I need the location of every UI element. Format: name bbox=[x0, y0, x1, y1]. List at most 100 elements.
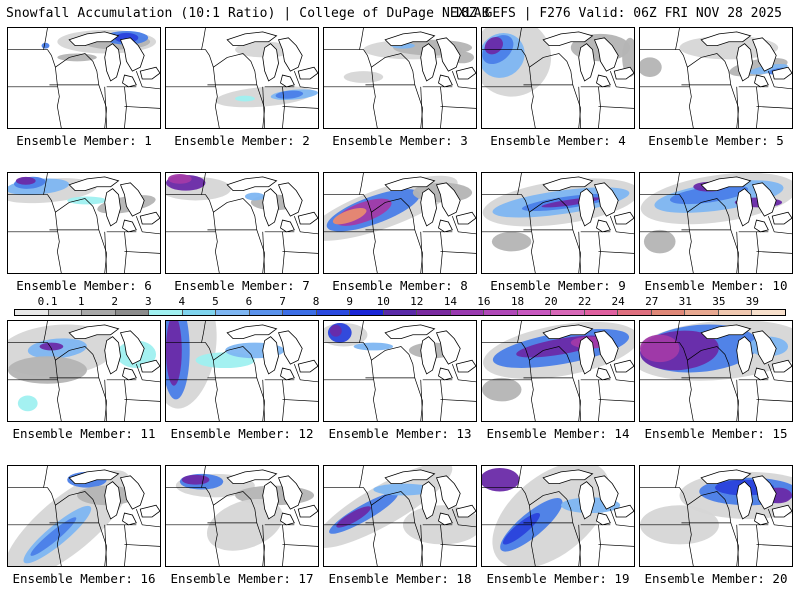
colorbar-swatch bbox=[383, 310, 418, 315]
snowfall-contour bbox=[181, 474, 210, 485]
snowfall-contour bbox=[484, 36, 503, 55]
snowfall-map bbox=[165, 27, 319, 129]
colorbar-swatch bbox=[651, 310, 686, 315]
snowfall-contour bbox=[353, 342, 394, 351]
snowfall-contour bbox=[15, 176, 36, 185]
snowfall-map bbox=[7, 320, 161, 422]
snowfall-map bbox=[481, 27, 635, 129]
snowfall-contour bbox=[343, 71, 384, 83]
colorbar-label: 9 bbox=[346, 295, 353, 308]
colorbar-swatch bbox=[618, 310, 652, 315]
ensemble-member-label: Ensemble Member: 10 bbox=[644, 278, 788, 293]
ensemble-member-label: Ensemble Member: 1 bbox=[16, 133, 152, 148]
colorbar-label: 20 bbox=[544, 295, 558, 308]
snowfall-contour bbox=[336, 506, 371, 528]
snowfall-map bbox=[639, 320, 793, 422]
ensemble-member-label: Ensemble Member: 12 bbox=[170, 426, 314, 441]
snowfall-map bbox=[165, 320, 319, 422]
colorbar-swatch bbox=[283, 310, 317, 315]
colorbar: 0.1 1 2 3 4 5 6 7 8 9 10 12 14 16 18 20 22 24 27 31 35 39 bbox=[14, 295, 786, 316]
snowfall-contour bbox=[206, 498, 283, 551]
snowfall-map bbox=[639, 465, 793, 567]
snowfall-contour bbox=[643, 229, 676, 254]
colorbar-label: 2 bbox=[111, 295, 118, 308]
colorbar-label: 5 bbox=[212, 295, 219, 308]
ensemble-member-label: Ensemble Member: 5 bbox=[648, 133, 784, 148]
ensemble-member-label: Ensemble Member: 15 bbox=[644, 426, 788, 441]
run-info: 18Z GEFS | F276 Valid: 06Z FRI NOV 28 20… bbox=[453, 6, 782, 21]
snowfall-map bbox=[481, 172, 635, 274]
snowfall-contour bbox=[482, 377, 522, 402]
snowfall-contour bbox=[640, 57, 662, 78]
colorbar-swatch bbox=[752, 310, 785, 315]
colorbar-label: 35 bbox=[712, 295, 726, 308]
snowfall-contour bbox=[39, 342, 64, 351]
snowfall-contour bbox=[502, 512, 541, 545]
snowfall-contour bbox=[166, 321, 182, 386]
colorbar-swatch bbox=[82, 310, 116, 315]
colorbar-swatch bbox=[316, 310, 351, 315]
snowfall-contour bbox=[622, 37, 634, 78]
snowfall-map bbox=[7, 27, 161, 129]
colorbar-label: 0.1 bbox=[37, 295, 58, 308]
colorbar-labels: 0.1 1 2 3 4 5 6 7 8 9 10 12 14 16 18 20 22 24 27 31 35 39 bbox=[14, 295, 786, 308]
chart-title: Snowfall Accumulation (10:1 Ratio) | Col… bbox=[6, 6, 490, 21]
colorbar-swatch bbox=[182, 310, 217, 315]
colorbar-label: 7 bbox=[279, 295, 286, 308]
ensemble-member-label: Ensemble Member: 13 bbox=[328, 426, 472, 441]
colorbar-swatch bbox=[249, 310, 284, 315]
colorbar-label: 3 bbox=[144, 295, 152, 308]
snowfall-contour bbox=[332, 207, 367, 225]
snowfall-map bbox=[323, 320, 477, 422]
ensemble-member-label: Ensemble Member: 11 bbox=[12, 426, 156, 441]
colorbar-swatch bbox=[685, 310, 719, 315]
snowfall-map bbox=[323, 465, 477, 567]
ensemble-member-label: Ensemble Member: 14 bbox=[486, 426, 630, 441]
ensemble-member-label: Ensemble Member: 20 bbox=[644, 571, 788, 586]
snowfall-map bbox=[165, 465, 319, 567]
snowfall-contour bbox=[8, 356, 87, 384]
snowfall-contour bbox=[30, 517, 77, 556]
snowfall-contour bbox=[41, 42, 50, 49]
ensemble-member-label: Ensemble Member: 7 bbox=[174, 278, 310, 293]
snowfall-map bbox=[165, 172, 319, 274]
colorbar-label: 1 bbox=[77, 295, 85, 308]
colorbar-label: 24 bbox=[611, 295, 625, 308]
colorbar-label: 14 bbox=[443, 295, 457, 308]
snowfall-map bbox=[639, 27, 793, 129]
colorbar-swatch bbox=[584, 310, 619, 315]
snowfall-contour bbox=[17, 395, 38, 412]
snowfall-contour bbox=[235, 95, 255, 102]
ensemble-member-label: Ensemble Member: 3 bbox=[332, 133, 468, 148]
snowfall-map bbox=[323, 27, 477, 129]
ensemble-member-label: Ensemble Member: 2 bbox=[174, 133, 310, 148]
ensemble-member-label: Ensemble Member: 16 bbox=[12, 571, 156, 586]
colorbar-label: 8 bbox=[312, 295, 320, 308]
colorbar-swatch bbox=[551, 310, 585, 315]
snowfall-contour bbox=[329, 324, 342, 337]
colorbar-swatch bbox=[417, 310, 451, 315]
colorbar-label: 12 bbox=[410, 295, 424, 308]
ensemble-member-label: Ensemble Member: 9 bbox=[490, 278, 626, 293]
ensemble-member-label: Ensemble Member: 4 bbox=[490, 133, 626, 148]
colorbar-swatch bbox=[718, 310, 753, 315]
snowfall-contour bbox=[482, 467, 520, 492]
colorbar-swatch bbox=[216, 310, 250, 315]
colorbar-swatch bbox=[450, 310, 485, 315]
colorbar-swatch bbox=[48, 310, 83, 315]
snowfall-contour bbox=[167, 173, 192, 184]
colorbar-label: 22 bbox=[577, 295, 592, 308]
ensemble-member-label: Ensemble Member: 8 bbox=[332, 278, 468, 293]
snowfall-map bbox=[639, 172, 793, 274]
snowfall-contour bbox=[640, 334, 680, 363]
snowfall-contour bbox=[669, 185, 749, 205]
ensemble-member-label: Ensemble Member: 6 bbox=[16, 278, 152, 293]
colorbar-swatch bbox=[350, 310, 384, 315]
snowfall-map bbox=[7, 172, 161, 274]
colorbar-label: 27 bbox=[645, 295, 659, 308]
snowfall-contour bbox=[275, 90, 304, 99]
colorbar-label: 10 bbox=[376, 295, 390, 308]
colorbar-label: 6 bbox=[245, 295, 253, 308]
colorbar-swatch bbox=[517, 310, 552, 315]
ensemble-member-label: Ensemble Member: 19 bbox=[486, 571, 630, 586]
